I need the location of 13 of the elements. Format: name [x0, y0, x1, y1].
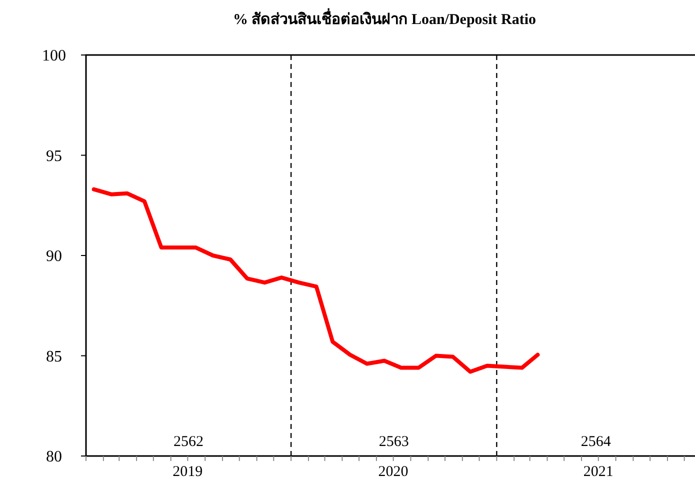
- annotation: 2564: [580, 434, 612, 450]
- chart-title: % สัดส่วนสินเชื่อต่อเงินฝาก Loan/Deposit Ratio: [232, 8, 536, 28]
- annotation: 2563: [378, 434, 409, 450]
- y-tick-label: 85: [46, 348, 62, 366]
- annotation: 2562: [174, 434, 204, 450]
- x-tick-label: 2020: [378, 464, 408, 480]
- line-series: [92, 187, 540, 374]
- x-tick-label: 2021: [583, 464, 614, 480]
- y-tick-label: 90: [46, 248, 62, 266]
- y-tick-label: 80: [46, 448, 62, 466]
- y-tick-label: 100: [42, 48, 66, 65]
- x-tick-label: 2019: [172, 464, 203, 480]
- y-tick-label: 95: [46, 148, 62, 165]
